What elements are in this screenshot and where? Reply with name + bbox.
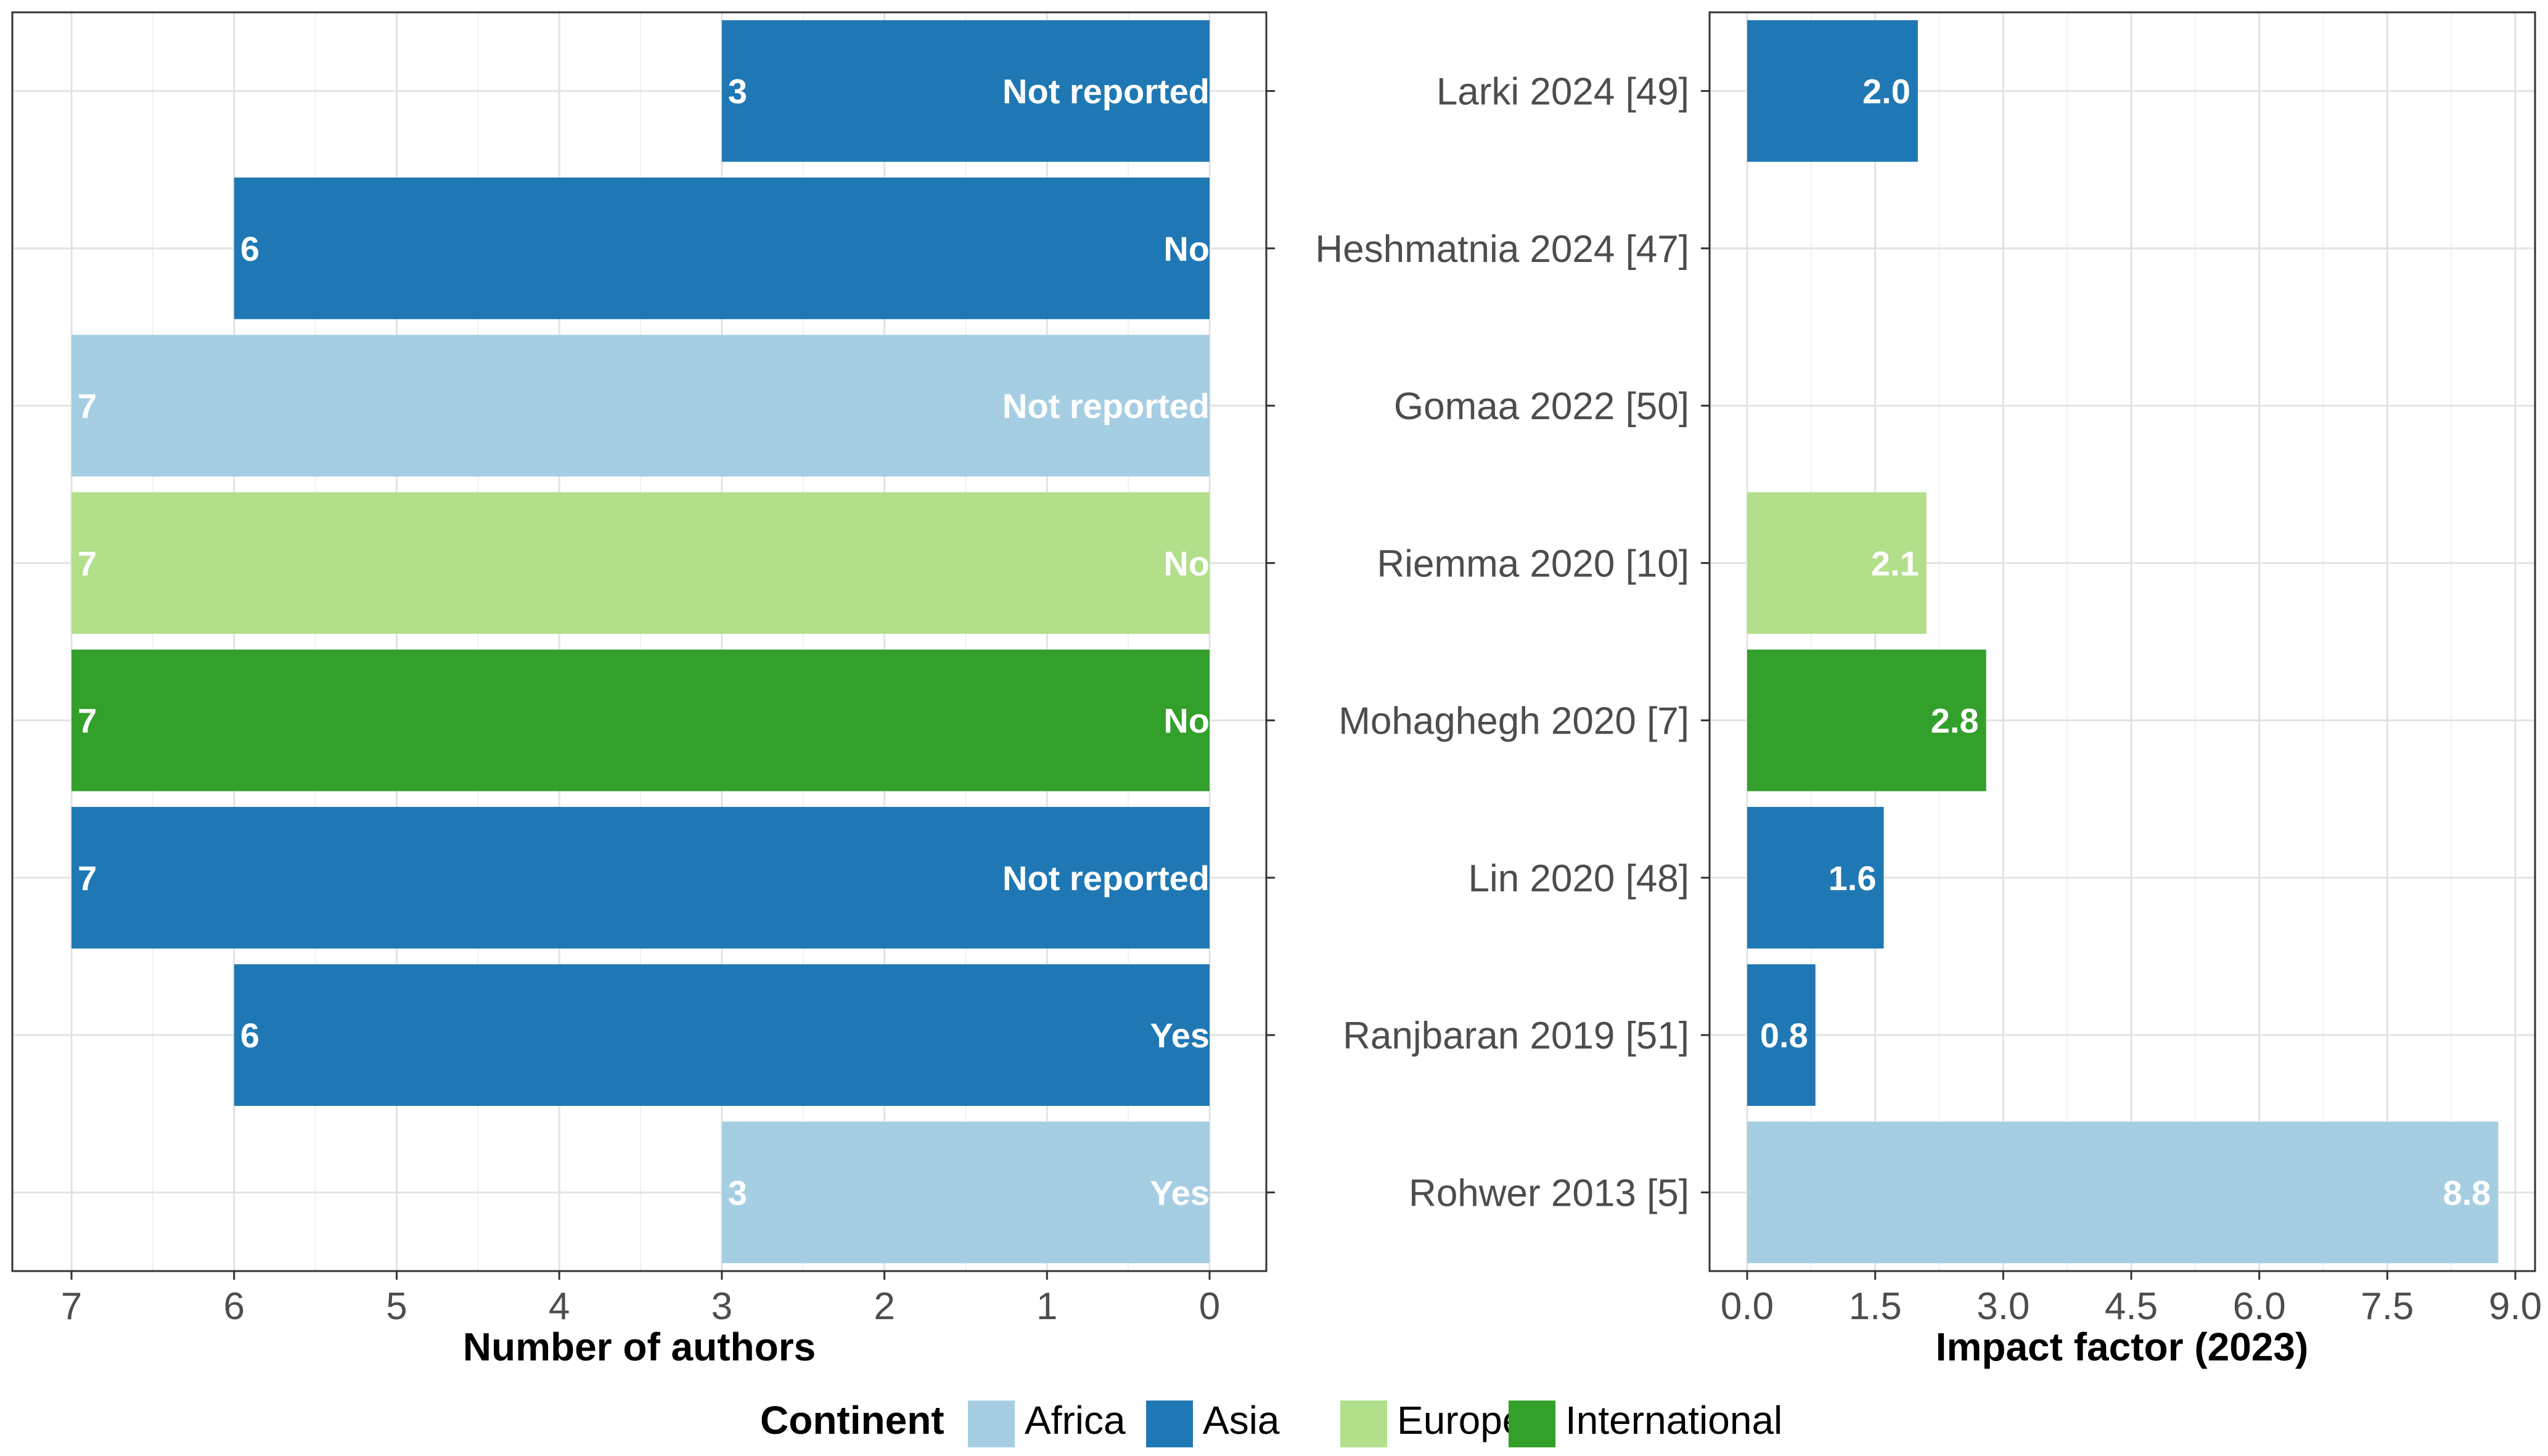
impact-factor-bar	[1747, 1121, 2499, 1264]
legend-key-label: Asia	[1203, 1398, 1280, 1442]
author-count-label: 7	[78, 386, 97, 425]
study-label: Rohwer 2013 [5]	[1409, 1172, 1689, 1214]
right-panel-axis: 0.0 1.5 3.0 4.5 6.0 7.5 9.0	[1701, 11, 2542, 1328]
left-axis-title: Number of authors	[463, 1325, 816, 1369]
x-tick-label: 7.5	[2361, 1285, 2414, 1328]
x-tick-label: 9.0	[2489, 1285, 2542, 1328]
x-tick-label: 4.5	[2105, 1285, 2158, 1328]
author-count-label: 6	[240, 229, 260, 268]
x-tick-label: 0.0	[1721, 1285, 1774, 1328]
legend-key-label: International	[1565, 1398, 1782, 1442]
reporting-status-label: Not reported	[1002, 386, 1210, 425]
author-bar	[721, 1121, 1210, 1264]
impact-factor-bar	[1747, 649, 1986, 791]
x-tick-label: 5	[386, 1285, 407, 1328]
legend-key-swatch	[968, 1401, 1015, 1447]
author-bar	[72, 807, 1210, 949]
reporting-status-label: Yes	[1150, 1173, 1210, 1212]
reporting-status-label: Not reported	[1002, 859, 1210, 898]
legend-key-swatch	[1340, 1401, 1387, 1447]
right-panel-grid	[1710, 12, 2535, 1271]
reporting-status-label: Not reported	[1002, 72, 1210, 111]
author-count-label: 7	[78, 859, 97, 898]
impact-factor-label: 2.0	[1862, 72, 1911, 111]
study-label: Riemma 2020 [10]	[1377, 542, 1689, 585]
legend-key-swatch	[1146, 1401, 1193, 1447]
author-bar	[72, 492, 1210, 634]
author-count-label: 6	[240, 1016, 260, 1055]
author-bar	[72, 335, 1210, 476]
study-label: Larki 2024 [49]	[1436, 71, 1689, 113]
impact-factor-label: 8.8	[2443, 1173, 2491, 1212]
study-label: Lin 2020 [48]	[1468, 857, 1689, 900]
x-tick-label: 7	[61, 1285, 82, 1328]
author-count-label: 3	[728, 1173, 747, 1212]
author-bar	[721, 20, 1210, 162]
impact-factor-bar	[1747, 807, 1884, 949]
left-panel-border	[11, 11, 1268, 1272]
author-count-label: 7	[78, 701, 97, 740]
right-panel-bars: 2.0 2.1 2.8 1.6 0.8 8.8	[1747, 20, 2499, 1264]
study-labels: Larki 2024 [49] Heshmatnia 2024 [47] Gomaa…	[1315, 71, 1689, 1215]
x-tick-label: 3	[711, 1285, 732, 1328]
author-count-label: 3	[728, 72, 747, 111]
x-tick-label: 6.0	[2233, 1285, 2286, 1328]
reporting-status-label: No	[1163, 701, 1210, 740]
impact-factor-label: 2.1	[1871, 544, 1919, 583]
x-tick-label: 4	[549, 1285, 570, 1328]
legend-key-label: Europe	[1397, 1398, 1524, 1442]
right-axis-title: Impact factor (2023)	[1936, 1325, 2309, 1369]
impact-factor-label: 0.8	[1760, 1016, 1808, 1055]
study-label: Heshmatnia 2024 [47]	[1315, 228, 1689, 271]
study-label: Gomaa 2022 [50]	[1394, 385, 1689, 428]
reporting-status-label: No	[1163, 229, 1210, 268]
x-tick-label: 1	[1036, 1285, 1057, 1328]
legend-title: Continent	[760, 1398, 944, 1442]
impact-factor-label: 1.6	[1829, 859, 1877, 898]
impact-factor-label: 2.8	[1931, 701, 1979, 740]
impact-factor-bar	[1747, 492, 1927, 634]
left-panel-axis: 7 6 5 4 3 2 1 0	[11, 11, 1275, 1328]
x-tick-label: 6	[223, 1285, 244, 1328]
impact-factor-bar	[1747, 20, 1918, 162]
study-label: Mohaghegh 2020 [7]	[1338, 700, 1689, 743]
right-panel-border	[1708, 11, 2536, 1272]
author-count-label: 7	[78, 544, 97, 583]
study-label: Ranjbaran 2019 [51]	[1343, 1015, 1689, 1057]
impact-factor-bar	[1747, 964, 1816, 1106]
author-bar	[72, 649, 1210, 791]
author-bar	[234, 964, 1210, 1106]
reporting-status-label: No	[1163, 544, 1210, 583]
x-tick-label: 2	[874, 1285, 895, 1328]
x-tick-label: 1.5	[1849, 1285, 1902, 1328]
author-bar	[234, 178, 1210, 319]
legend-key-swatch	[1509, 1401, 1555, 1447]
x-tick-label: 3.0	[1977, 1285, 2030, 1328]
legend-key-label: Africa	[1025, 1398, 1126, 1442]
legend: Continent Africa Asia Europe International	[760, 1398, 1782, 1447]
reporting-status-label: Yes	[1150, 1016, 1210, 1055]
left-panel-bars: 3 Not reported 6 No 7 Not reported 7 No 7 No 7 Not …	[72, 20, 1210, 1264]
x-tick-label: 0	[1199, 1285, 1220, 1328]
